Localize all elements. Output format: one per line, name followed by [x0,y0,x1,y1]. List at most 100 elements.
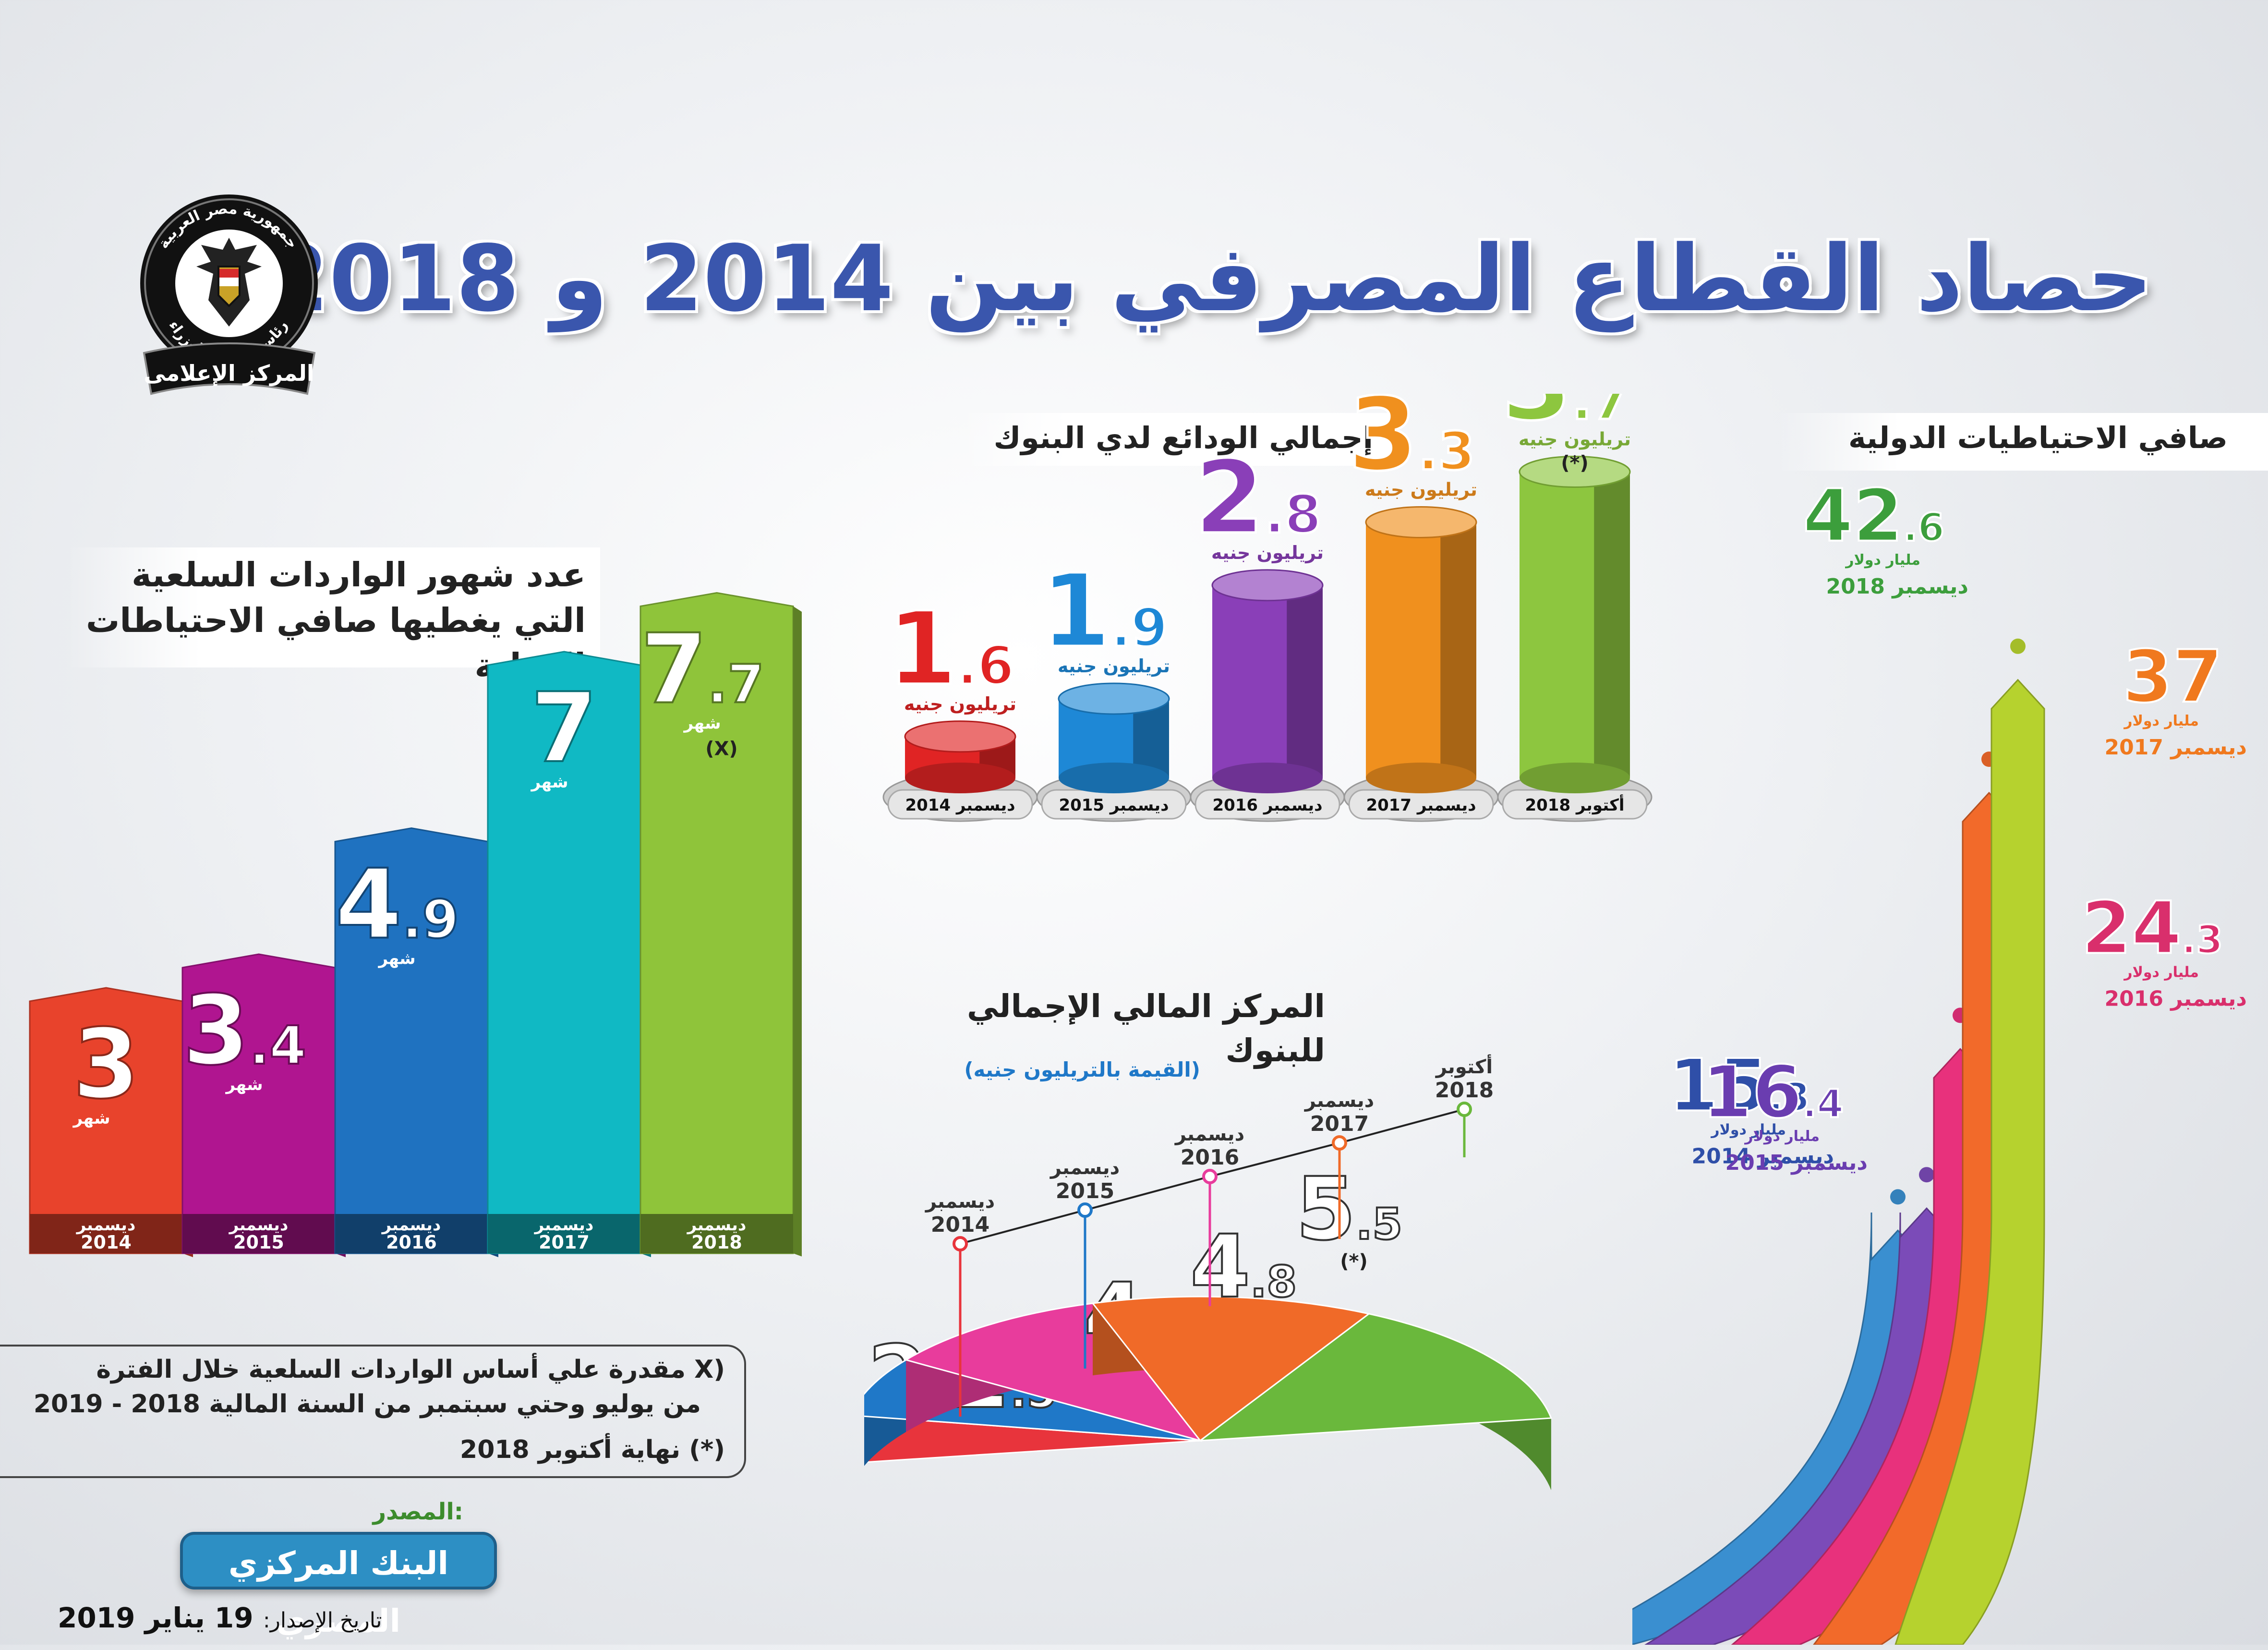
deposit-cylinder-shade [1594,472,1630,778]
reserve-value-int: 15 [1668,1044,1769,1128]
source-box: المصدر: البنك المركزي المصري [180,1498,497,1639]
deposit-cylinder-shade [1440,522,1476,778]
reserve-value-dec: .4 [1802,1081,1844,1126]
deposit-cylinder-shade [1287,585,1323,778]
timeline-marker [953,1236,968,1251]
import-bar-side [793,606,802,1257]
deposit-unit-label: تريليون جنيه [904,693,1016,715]
source-name: البنك المركزي المصري [180,1532,497,1639]
deposit-cylinder-top [1058,682,1170,715]
reserve-unit-label: مليار دولار [1744,1128,1820,1145]
reserve-unit-label: مليار دولار [2123,713,2199,729]
page-title: حصاد القطاع المصرفي بين 2014 و 2018 [265,226,2153,332]
reserve-value-int: 24 [2081,886,2182,970]
reserve-value-dec: .6 [1903,505,1944,550]
import-bar-base [640,1214,793,1253]
reserve-value-dec: .3 [1769,1075,1810,1119]
import-value-int: 4 [335,849,402,961]
reserve-value-label: 15.3 [1668,1044,1810,1128]
deposit-value-dec: .9 [1111,597,1168,658]
import-tick-label-year: 2018 [691,1232,742,1253]
import-value-int: 7 [531,672,597,784]
import-tick-label-month: ديسمبر [381,1215,441,1235]
import-unit-label: شهر [377,949,415,969]
deposit-unit-label: تريليون جنيه [1211,542,1324,563]
reserves-title: صافي الاحتياطيات الدولية [1848,420,2228,455]
deposit-value-label: 2.8 [1194,439,1321,557]
reserve-value-dec: .3 [2182,917,2223,962]
deposit-value-int: 2 [1194,439,1265,557]
import-tick-label-year: 2014 [81,1232,132,1253]
deposit-value-label: 1.9 [1041,552,1168,670]
timeline-tick-year: 2016 [1181,1145,1239,1170]
pie-slice [904,1302,1202,1442]
reserve-value-label: 37 [2123,635,2223,719]
deposit-mark-label: (*) [1561,452,1588,474]
timeline-marker [1077,1202,1093,1218]
deposit-cylinder-bottom [905,763,1015,793]
pie-value-label: 5.5 [1296,1159,1402,1260]
import-mark-label: (X) [705,738,737,760]
import-bar-base [488,1214,640,1253]
reserve-value-int: 16 [1702,1051,1802,1134]
timeline-tick-month: ديسمبر [1304,1090,1374,1112]
timeline-tick-month: ديسمبر [925,1190,995,1213]
deposit-value-dec: .3 [1418,421,1475,482]
import-value-label: 3.4 [182,975,306,1087]
pie-value-label: 4.8 [1190,1217,1297,1317]
import-cover-chart: ديسمبر20143شهرديسمبر20153.4شهرديسمبر2016… [29,592,802,1257]
logo-banner-text: المركز الإعلامى [144,360,314,386]
deposit-cylinder-top [904,720,1016,753]
import-unit-label: شهر [225,1075,263,1094]
reserve-tick-label: ديسمبر 2015 [1725,1151,1868,1175]
deposit-tick-label: أكتوبر 2018 [1525,794,1624,815]
deposit-cylinder-bottom [1366,763,1476,793]
import-bar-base [30,1214,182,1253]
timeline-tick-year: 2015 [1056,1179,1114,1203]
deposit-value-int: 3 [1348,394,1418,494]
deposit-cylinder-top [1365,506,1477,538]
timeline-tick-month: ديسمبر [1050,1157,1120,1179]
reserve-unit-label: مليار دولار [2123,964,2199,981]
issue-date-value: 19 يناير 2019 [58,1601,253,1634]
timeline-tick-month: أكتوبر [1435,1054,1493,1078]
deposit-value-int: 3 [1502,394,1572,443]
deposit-cylinder-top [1519,456,1631,488]
financial-position-title: المركز المالي الإجمالي للبنوك [966,988,1325,1069]
deposit-unit-label: تريليون جنيه [1519,429,1631,450]
pie-value-dec: .5 [1356,1199,1402,1250]
reserve-tick-label: ديسمبر 2016 [2105,986,2247,1011]
reserve-unit-label: مليار دولار [1845,552,1920,569]
reserve-value-label: 16.4 [1702,1051,1844,1134]
reserve-value-label: 24.3 [2081,886,2223,970]
deposit-value-int: 1 [887,590,957,708]
pie-slice-group: 5.5(*) [1198,1158,1553,1491]
import-tick-label-month: ديسمبر [687,1215,747,1235]
deposit-value-int: 1 [1041,552,1111,670]
import-tick-label-month: ديسمبر [534,1215,594,1235]
reserve-value-int: 37 [2123,635,2223,719]
import-value-int: 3 [72,1008,139,1120]
reserve-tick-label: ديسمبر 2014 [1692,1144,1834,1168]
reserve-arrow-dot [1890,1189,1906,1205]
financial-position-chart: 22.544.85.5(*)ديسمبر2014ديسمبر2015ديسمبر… [864,1054,1553,1491]
reserve-tick-label: ديسمبر 2017 [2105,735,2247,760]
pie-slice [1091,1296,1371,1442]
import-value-label: 7.7 [640,614,764,726]
issue-date-label: تاريخ الإصدار: [263,1608,382,1633]
pie-value-dec: .8 [1250,1257,1297,1307]
deposit-value-label: 1.6 [887,590,1014,708]
import-value-label: 3 [72,1008,139,1120]
deposit-tick-label: ديسمبر 2014 [905,796,1015,815]
import-value-label: 4.9 [335,849,459,961]
deposits-title: إجمالي الودائع لدي البنوك [993,420,1373,455]
footnotes-box: (X مقدرة علي أساس الواردات السلعية خلال … [0,1345,746,1478]
